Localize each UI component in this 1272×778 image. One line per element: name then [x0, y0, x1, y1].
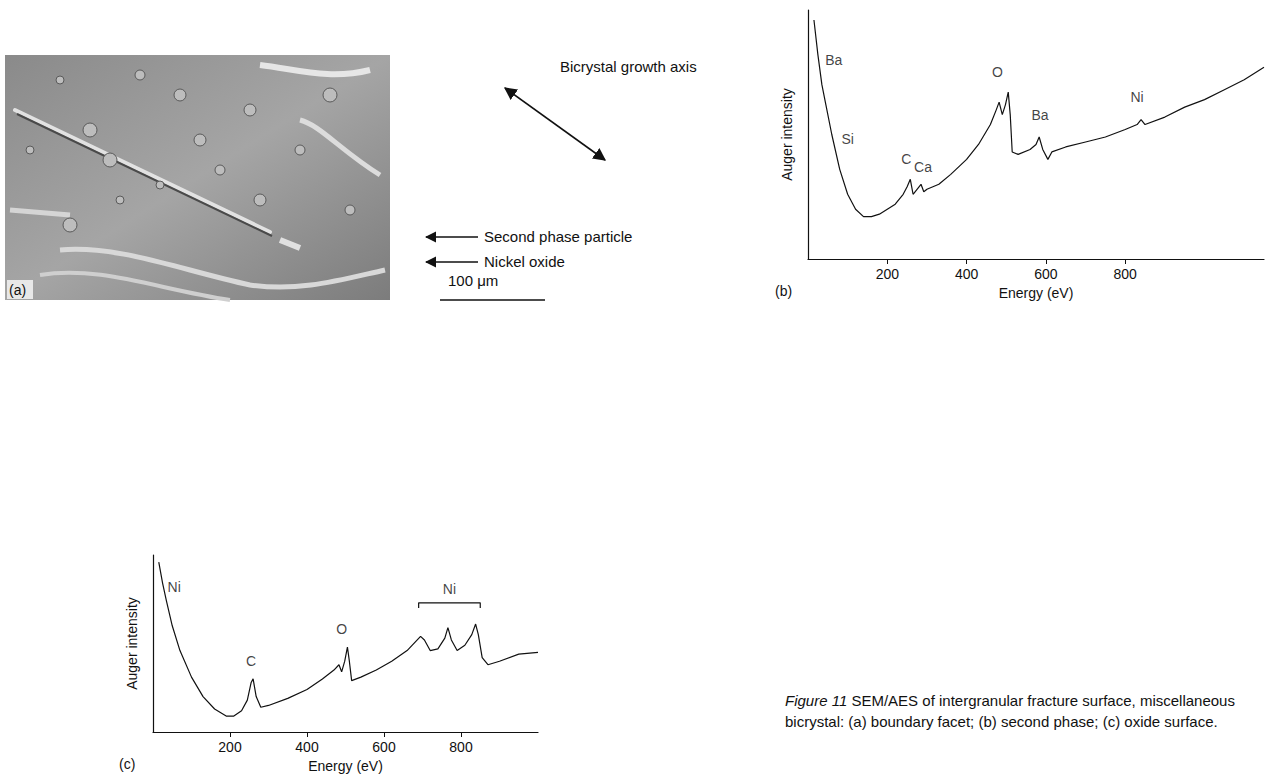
svg-text:800: 800 — [1114, 266, 1138, 282]
svg-text:Nickel oxide: Nickel oxide — [484, 253, 565, 270]
svg-text:Ca: Ca — [914, 159, 932, 175]
svg-text:(c): (c) — [119, 756, 135, 772]
svg-text:200: 200 — [218, 739, 242, 755]
svg-text:Ni: Ni — [443, 581, 456, 597]
svg-text:(b): (b) — [775, 283, 792, 299]
svg-text:Energy (eV): Energy (eV) — [999, 285, 1074, 301]
html-text:Figure 11 SEM/AES of intergran: Figure 11 SEM/AES of intergranular fract… — [785, 692, 1235, 730]
svg-text:100 μm: 100 μm — [448, 272, 498, 289]
svg-text:O: O — [992, 64, 1003, 80]
svg-text:C: C — [901, 151, 911, 167]
svg-text:Ba: Ba — [1031, 107, 1048, 123]
svg-text:Energy (eV): Energy (eV) — [308, 758, 383, 774]
svg-text:Ba: Ba — [825, 52, 842, 68]
svg-text:400: 400 — [955, 266, 979, 282]
svg-text:(a): (a) — [9, 282, 26, 298]
svg-text:Ni: Ni — [1130, 89, 1143, 105]
svg-text:400: 400 — [295, 739, 319, 755]
svg-text:600: 600 — [1034, 266, 1058, 282]
svg-text:600: 600 — [372, 739, 396, 755]
svg-text:Ni: Ni — [168, 579, 181, 595]
svg-text:C: C — [246, 653, 256, 669]
svg-text:Auger intensity: Auger intensity — [779, 88, 795, 181]
svg-text:Bicrystal growth axis: Bicrystal growth axis — [560, 58, 697, 75]
svg-text:Second phase particle: Second phase particle — [484, 228, 632, 245]
svg-text:O: O — [336, 621, 347, 637]
svg-text:200: 200 — [876, 266, 900, 282]
svg-text:Auger intensity: Auger intensity — [124, 597, 140, 690]
svg-text:Si: Si — [841, 131, 853, 147]
svg-text:800: 800 — [449, 739, 473, 755]
